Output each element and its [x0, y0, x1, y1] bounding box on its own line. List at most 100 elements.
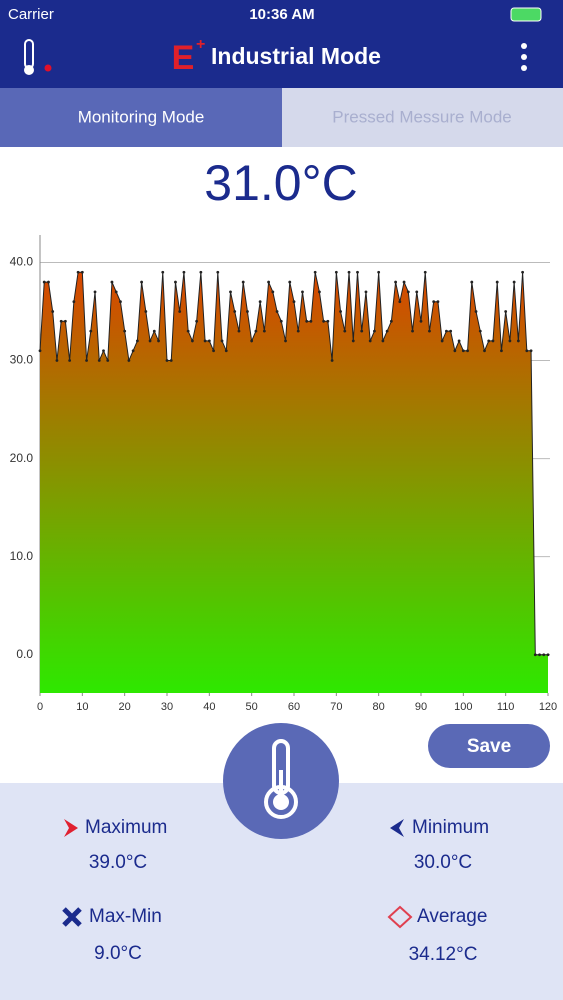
save-button[interactable]: [428, 724, 550, 768]
min-icon: [390, 819, 404, 837]
data-point: [161, 270, 165, 274]
data-point: [415, 290, 419, 294]
data-point: [131, 349, 135, 353]
data-point: [186, 329, 190, 333]
data-point: [440, 339, 444, 343]
data-point: [318, 290, 321, 294]
data-point: [93, 290, 97, 294]
tab-inactive[interactable]: [282, 88, 563, 147]
data-point: [377, 270, 381, 274]
y-tick-label: 10.0: [10, 549, 34, 563]
data-point: [254, 329, 258, 333]
data-point: [237, 329, 241, 333]
data-point: [461, 349, 465, 353]
tab-label[interactable]: Monitoring Mode: [78, 107, 205, 126]
data-point: [127, 359, 131, 362]
area-fill: [40, 272, 548, 693]
data-point: [521, 270, 524, 274]
data-point: [436, 300, 440, 304]
data-point: [55, 359, 59, 362]
x-tick-label: 20: [119, 701, 131, 713]
data-point: [267, 280, 270, 284]
x-tick-label: 60: [288, 701, 300, 713]
data-point: [432, 300, 436, 304]
y-tick-label: 20.0: [10, 451, 34, 465]
data-point: [135, 339, 139, 343]
data-point: [339, 310, 342, 313]
data-point: [114, 290, 118, 294]
data-point: [72, 300, 76, 304]
data-point: [364, 290, 368, 294]
data-point: [207, 339, 211, 343]
data-point: [508, 339, 512, 343]
data-point: [182, 270, 186, 274]
data-point: [470, 280, 474, 284]
record-button[interactable]: [223, 723, 339, 839]
data-point: [538, 653, 541, 657]
data-point: [368, 339, 372, 343]
max-icon: [64, 819, 78, 837]
data-point: [394, 280, 397, 284]
data-point: [301, 290, 304, 294]
data-point: [428, 329, 431, 333]
header-title: Industrial Mode: [211, 43, 381, 69]
stat-label: Maximum: [85, 817, 167, 838]
stat-value: 30.0°C: [414, 852, 472, 873]
data-point: [195, 319, 199, 323]
data-point: [449, 329, 453, 333]
svg-text:+: +: [196, 36, 205, 53]
data-point: [419, 319, 423, 323]
x-tick-label: 40: [203, 701, 215, 713]
data-point: [516, 339, 520, 343]
x-tick-label: 70: [330, 701, 342, 713]
battery: [510, 7, 542, 22]
avg-icon: [387, 905, 413, 929]
data-point: [398, 300, 402, 304]
data-point: [330, 359, 334, 362]
y-tick-label: 30.0: [10, 353, 34, 367]
data-point: [504, 310, 508, 313]
data-point: [123, 329, 127, 333]
x-tick-label: 0: [37, 701, 43, 713]
data-point: [241, 280, 245, 284]
x-tick-label: 120: [539, 701, 557, 713]
data-point: [542, 653, 546, 657]
tab-active[interactable]: [0, 88, 282, 147]
range-icon: [62, 907, 82, 927]
data-point: [42, 280, 46, 284]
data-point: [500, 349, 503, 353]
data-point: [347, 270, 351, 274]
data-point: [110, 280, 114, 284]
time: 10:36 AM: [249, 6, 314, 23]
stat-value: 9.0°C: [94, 943, 142, 964]
data-point: [140, 280, 144, 284]
data-point: [157, 339, 160, 343]
data-point: [258, 300, 262, 304]
x-tick-label: 90: [415, 701, 427, 713]
data-point: [85, 359, 88, 362]
reading: 31.0°C: [204, 155, 357, 211]
carrier: Carrier: [8, 6, 54, 23]
data-point: [279, 319, 283, 323]
data-point: [381, 339, 385, 343]
save-label[interactable]: Save: [467, 736, 511, 757]
data-point: [64, 319, 67, 323]
thermo-icon[interactable]: [24, 39, 52, 75]
data-point: [360, 329, 364, 333]
data-point: [51, 310, 55, 313]
data-point: [275, 310, 279, 313]
data-point: [466, 349, 469, 353]
data-point: [525, 349, 529, 353]
data-point: [246, 310, 249, 313]
data-point: [385, 329, 389, 333]
data-point: [106, 359, 110, 362]
data-point: [445, 329, 448, 333]
data-point: [220, 339, 224, 343]
menu[interactable]: [521, 43, 527, 71]
data-point: [373, 329, 376, 333]
data-point: [474, 310, 478, 313]
data-point: [233, 310, 237, 313]
tab-label[interactable]: Pressed Messure Mode: [332, 107, 512, 126]
data-point: [76, 270, 80, 274]
data-point: [326, 319, 330, 323]
